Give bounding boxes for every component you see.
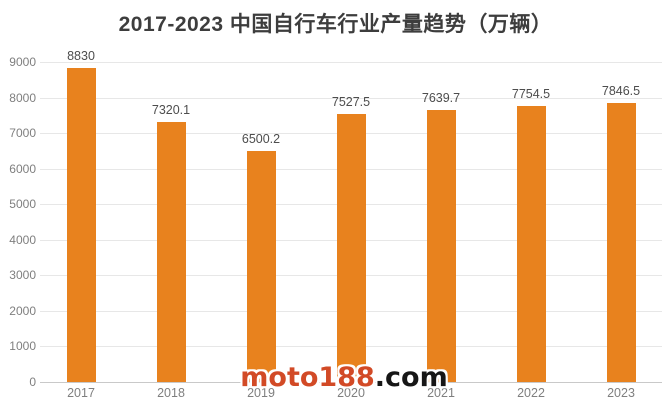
bar-2021 — [426, 110, 456, 382]
chart-title: 2017-2023 中国自行车行业产量趋势（万辆） — [118, 13, 553, 36]
bar-2020 — [336, 114, 366, 382]
x-tick-label-2018: 2018 — [157, 386, 185, 400]
y-tick-label: 9000 — [9, 55, 36, 69]
value-label-2020: 7527.5 — [331, 95, 371, 110]
value-label-2017: 8830 — [67, 49, 95, 64]
value-label-2021: 7639.7 — [421, 91, 461, 106]
y-tick-label: 5000 — [9, 197, 36, 212]
value-label-2023: 7846.5 — [601, 84, 641, 98]
x-tick-label-2022: 2022 — [517, 386, 545, 400]
x-tick-label-2017: 2017 — [67, 386, 95, 400]
x-tick-label-2020: 2020 — [337, 386, 365, 400]
y-gridline — [40, 97, 662, 99]
bar-2023 — [606, 103, 636, 382]
bar-2019 — [246, 150, 276, 382]
watermark: moto188.com — [240, 363, 447, 393]
y-tick-label: 0 — [29, 375, 36, 389]
x-tick-label-2021: 2021 — [427, 386, 455, 400]
y-tick-label: 8000 — [9, 90, 36, 105]
x-tick-label-2023: 2023 — [607, 386, 635, 400]
y-gridline — [40, 62, 662, 63]
y-tick-label: 4000 — [9, 232, 36, 247]
watermark-tld: .com — [374, 362, 448, 393]
value-label-2022: 7754.5 — [511, 87, 551, 102]
y-tick-label: 1000 — [9, 339, 36, 354]
value-label-2019: 6500.2 — [241, 131, 281, 146]
bar-2022 — [516, 106, 546, 382]
bar-2017 — [66, 68, 96, 382]
y-tick-label: 3000 — [9, 268, 36, 283]
y-tick-label: 7000 — [9, 126, 36, 141]
y-tick-label: 6000 — [9, 161, 36, 176]
x-tick-label-2019: 2019 — [247, 386, 275, 400]
y-tick-label: 2000 — [9, 303, 36, 318]
bar-2018 — [156, 121, 186, 382]
x-axis-line — [40, 382, 662, 383]
watermark-site-name: moto188 — [240, 362, 375, 393]
value-label-2018: 7320.1 — [151, 102, 191, 117]
